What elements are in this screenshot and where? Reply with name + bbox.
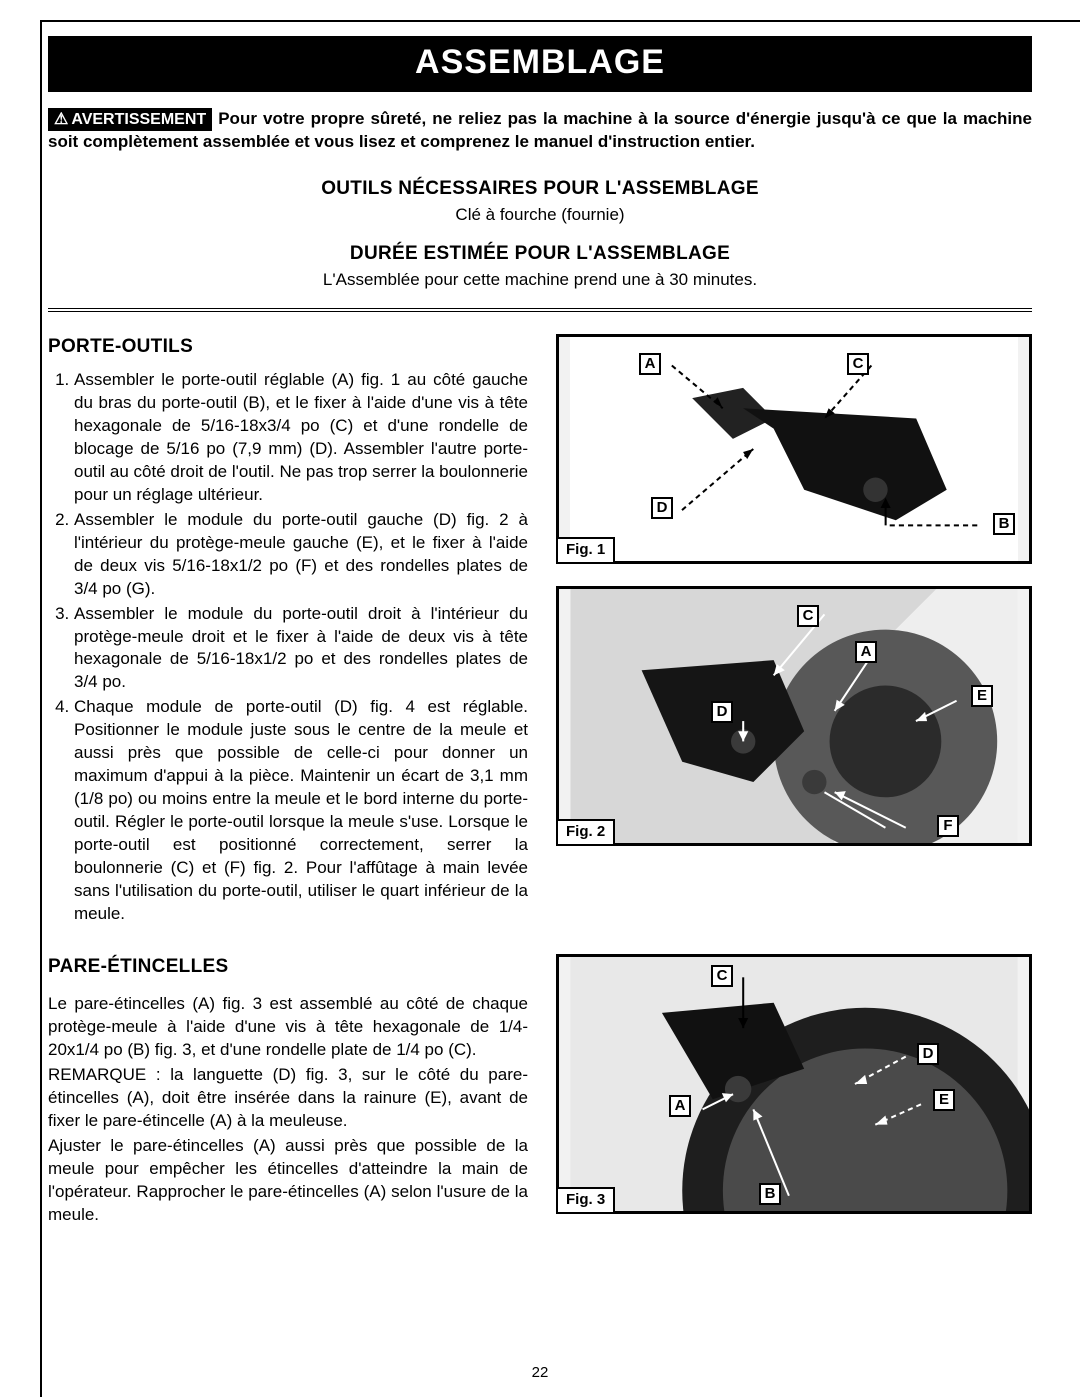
callout-c: C	[847, 353, 869, 375]
list-item: Assembler le porte-outil réglable (A) fi…	[74, 369, 528, 507]
figure-2: C A D E F Fig. 2	[556, 586, 1032, 846]
time-heading: DURÉE ESTIMÉE POUR L'ASSEMBLAGE	[48, 241, 1032, 267]
figure-1-illustration	[559, 337, 1029, 561]
figure-2-illustration	[559, 589, 1029, 843]
paragraph: Ajuster le pare-étincelles (A) aussi prè…	[48, 1135, 528, 1227]
paragraph: REMARQUE : la languette (D) fig. 3, sur …	[48, 1064, 528, 1133]
callout-b: B	[993, 513, 1015, 535]
tools-heading: OUTILS NÉCESSAIRES POUR L'ASSEMBLAGE	[48, 176, 1032, 202]
list-item: Assembler le module du porte-outil gauch…	[74, 509, 528, 601]
figure-1-label: Fig. 1	[556, 537, 615, 563]
figure-1: A C D B Fig. 1	[556, 334, 1032, 564]
callout-b: B	[759, 1183, 781, 1205]
figure-3: C A B D E Fig. 3	[556, 954, 1032, 1214]
warning-block: AVERTISSEMENT Pour votre propre sûreté, …	[48, 108, 1032, 155]
callout-d: D	[651, 497, 673, 519]
callout-d: D	[711, 701, 733, 723]
callout-e: E	[971, 685, 993, 707]
callout-a: A	[639, 353, 661, 375]
callout-c: C	[711, 965, 733, 987]
list-item: Assembler le module du porte-outil droit…	[74, 603, 528, 695]
callout-f: F	[937, 815, 959, 837]
paragraph: Le pare-étincelles (A) fig. 3 est assemb…	[48, 993, 528, 1062]
spark-guards-heading: PARE-ÉTINCELLES	[48, 954, 528, 980]
callout-c: C	[797, 605, 819, 627]
list-item: Chaque module de porte-outil (D) fig. 4 …	[74, 696, 528, 925]
callout-a: A	[855, 641, 877, 663]
page-number: 22	[0, 1363, 1080, 1383]
tools-section: OUTILS NÉCESSAIRES POUR L'ASSEMBLAGE Clé…	[48, 176, 1032, 227]
callout-d: D	[917, 1043, 939, 1065]
figure-2-label: Fig. 2	[556, 819, 615, 845]
time-section: DURÉE ESTIMÉE POUR L'ASSEMBLAGE L'Assemb…	[48, 241, 1032, 292]
time-body: L'Assemblée pour cette machine prend une…	[48, 269, 1032, 292]
callout-a: A	[669, 1095, 691, 1117]
figure-3-illustration	[559, 957, 1029, 1211]
page-title: ASSEMBLAGE	[48, 36, 1032, 92]
warning-badge: AVERTISSEMENT	[48, 108, 212, 132]
tool-rests-steps: Assembler le porte-outil réglable (A) fi…	[48, 369, 528, 926]
callout-e: E	[933, 1089, 955, 1111]
divider	[48, 308, 1032, 312]
figure-3-label: Fig. 3	[556, 1187, 615, 1213]
tool-rests-heading: PORTE-OUTILS	[48, 334, 528, 360]
tools-body: Clé à fourche (fournie)	[48, 204, 1032, 227]
